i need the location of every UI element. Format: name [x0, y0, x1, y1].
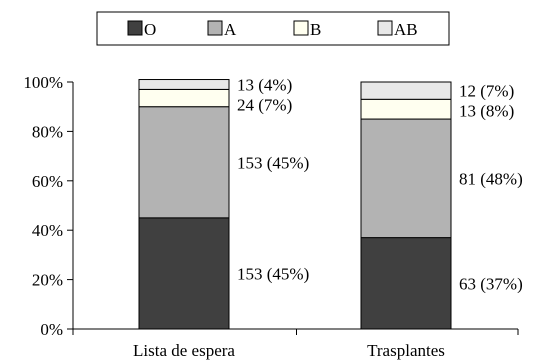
bar-segment-b-1: [360, 98, 452, 120]
data-label-a-1: 81 (48%): [459, 169, 523, 188]
legend-swatch-ab: [377, 20, 393, 36]
legend-swatch-o: [127, 20, 143, 36]
y-axis: 0% 20% 40% 60% 80% 100%: [23, 73, 74, 339]
legend-label-o: O: [144, 20, 156, 39]
data-labels: 153 (45%) 153 (45%) 24 (7%)13 (4%) 63 (37%)…: [237, 75, 523, 293]
data-label-a-0: 153 (45%): [237, 153, 309, 172]
y-tick-label: 100%: [23, 73, 63, 92]
legend-label-b: B: [310, 20, 321, 39]
y-tick-label: 0%: [40, 320, 63, 339]
x-axis: Lista de espera Trasplantes: [72, 328, 519, 360]
bar-segment-b-0: [138, 88, 230, 108]
y-tick-label: 60%: [32, 172, 63, 191]
data-label-o-0: 153 (45%): [237, 264, 309, 283]
y-tick-label: 20%: [32, 271, 63, 290]
data-label-b-1: 13 (8%): [459, 102, 514, 121]
x-category-label: Lista de espera: [133, 341, 235, 360]
legend-label-a: A: [224, 20, 237, 39]
legend-swatch-a: [207, 20, 223, 36]
data-label-ab-1: 12 (7%): [459, 82, 514, 101]
y-tick-label: 80%: [32, 122, 63, 141]
data-label-o-1: 63 (37%): [459, 274, 523, 293]
legend: O A B AB: [96, 11, 450, 46]
bar-segment-o-0: [138, 217, 230, 330]
legend-swatch-b: [293, 20, 309, 36]
x-category-label: Trasplantes: [367, 341, 445, 360]
bar-segment-ab-0: [138, 79, 230, 90]
data-label-b-0: 24 (7%): [237, 95, 292, 114]
data-label-ab-0: 13 (4%): [237, 75, 292, 94]
legend-label-ab: AB: [394, 20, 418, 39]
bar-segment-ab-1: [360, 81, 452, 100]
bar-segment-a-0: [138, 106, 230, 219]
bars: [138, 79, 452, 330]
bar-segment-a-1: [360, 118, 452, 239]
bar-segment-o-1: [360, 237, 452, 330]
y-tick-label: 40%: [32, 221, 63, 240]
